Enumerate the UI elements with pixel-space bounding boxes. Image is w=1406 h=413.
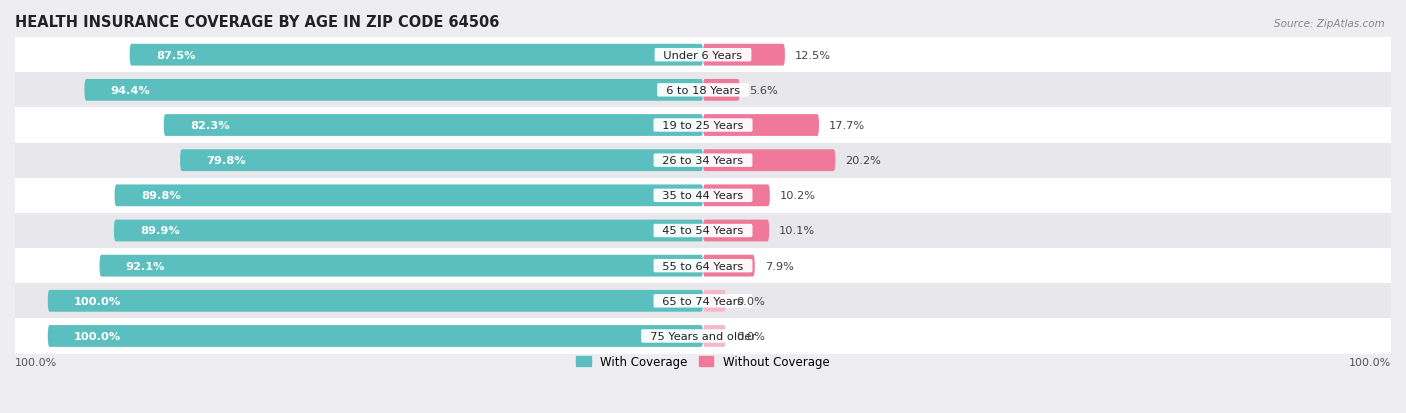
FancyBboxPatch shape [129,45,703,66]
FancyBboxPatch shape [703,220,769,242]
FancyBboxPatch shape [703,185,770,207]
Bar [15,214,1391,249]
Text: 100.0%: 100.0% [15,358,58,368]
Text: 0.0%: 0.0% [735,331,765,341]
FancyBboxPatch shape [84,80,703,102]
Legend: With Coverage, Without Coverage: With Coverage, Without Coverage [572,351,834,373]
FancyBboxPatch shape [163,115,703,137]
Bar [15,318,1391,354]
Text: 100.0%: 100.0% [75,331,121,341]
Text: 89.9%: 89.9% [141,226,180,236]
Text: 26 to 34 Years: 26 to 34 Years [655,156,751,166]
Text: 100.0%: 100.0% [75,296,121,306]
Text: 10.1%: 10.1% [779,226,815,236]
Text: 7.9%: 7.9% [765,261,793,271]
Text: 12.5%: 12.5% [794,50,831,61]
FancyBboxPatch shape [703,45,785,66]
Text: 94.4%: 94.4% [111,85,150,96]
Text: 19 to 25 Years: 19 to 25 Years [655,121,751,131]
Bar [15,108,1391,143]
FancyBboxPatch shape [703,115,818,137]
Text: 65 to 74 Years: 65 to 74 Years [655,296,751,306]
Bar [15,178,1391,214]
Bar [15,38,1391,73]
Text: 17.7%: 17.7% [828,121,865,131]
FancyBboxPatch shape [703,80,740,102]
Bar [15,73,1391,108]
FancyBboxPatch shape [703,255,755,277]
Text: 75 Years and older: 75 Years and older [643,331,763,341]
FancyBboxPatch shape [114,220,703,242]
Text: 55 to 64 Years: 55 to 64 Years [655,261,751,271]
Bar [15,249,1391,284]
FancyBboxPatch shape [703,290,725,312]
FancyBboxPatch shape [180,150,703,172]
Bar [15,143,1391,178]
Text: 6 to 18 Years: 6 to 18 Years [659,85,747,96]
Text: 79.8%: 79.8% [207,156,246,166]
Text: 100.0%: 100.0% [1348,358,1391,368]
FancyBboxPatch shape [48,290,703,312]
Text: 5.6%: 5.6% [749,85,779,96]
Text: 20.2%: 20.2% [845,156,882,166]
Text: 0.0%: 0.0% [735,296,765,306]
Text: 82.3%: 82.3% [190,121,229,131]
Text: 10.2%: 10.2% [780,191,815,201]
Text: 45 to 54 Years: 45 to 54 Years [655,226,751,236]
FancyBboxPatch shape [703,150,835,172]
Bar [15,284,1391,318]
FancyBboxPatch shape [703,325,725,347]
Text: Under 6 Years: Under 6 Years [657,50,749,61]
Text: Source: ZipAtlas.com: Source: ZipAtlas.com [1274,19,1385,28]
Text: 89.8%: 89.8% [141,191,180,201]
Text: HEALTH INSURANCE COVERAGE BY AGE IN ZIP CODE 64506: HEALTH INSURANCE COVERAGE BY AGE IN ZIP … [15,15,499,30]
FancyBboxPatch shape [48,325,703,347]
FancyBboxPatch shape [115,185,703,207]
FancyBboxPatch shape [100,255,703,277]
Text: 35 to 44 Years: 35 to 44 Years [655,191,751,201]
Text: 92.1%: 92.1% [125,261,166,271]
Text: 87.5%: 87.5% [156,50,195,61]
